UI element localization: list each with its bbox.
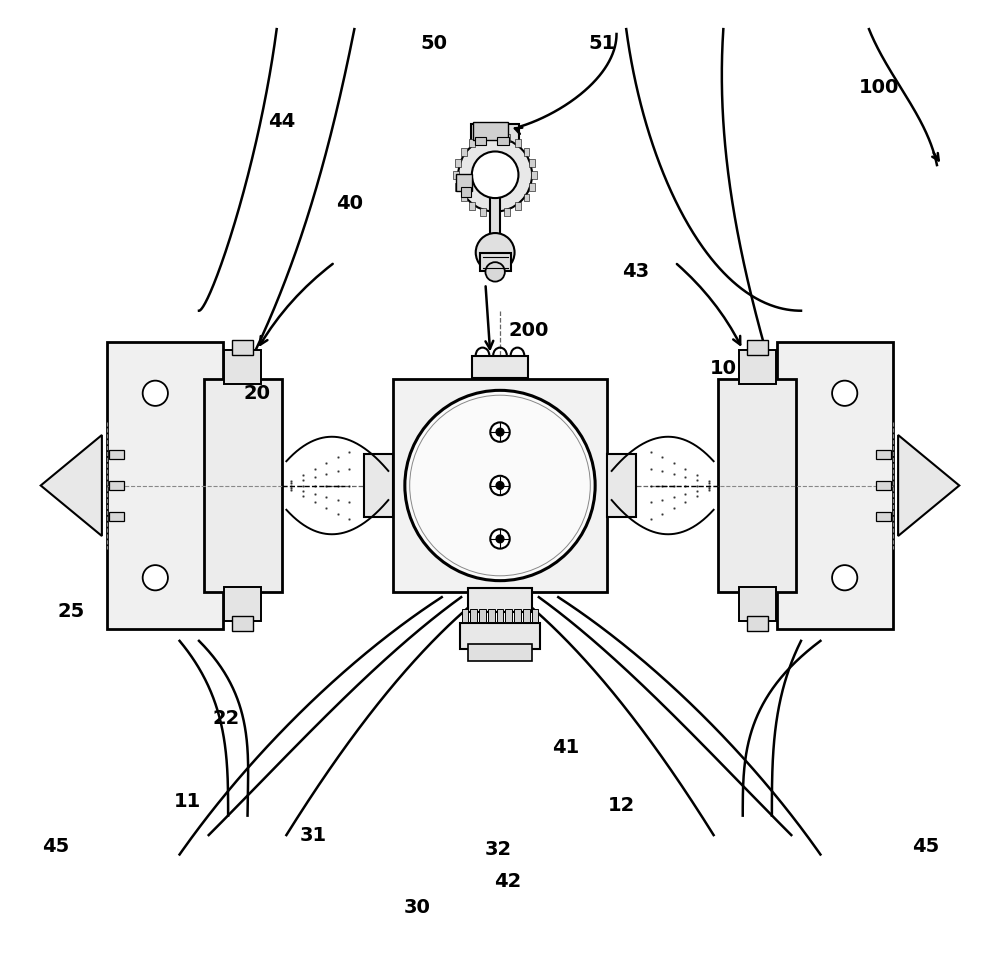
Bar — [739, 350, 776, 384]
Bar — [747, 617, 768, 631]
Circle shape — [476, 233, 515, 272]
Circle shape — [472, 151, 518, 198]
Bar — [497, 609, 503, 622]
Bar — [460, 623, 540, 649]
Bar — [524, 194, 529, 202]
Bar — [472, 356, 528, 378]
Text: 45: 45 — [42, 837, 69, 856]
Circle shape — [496, 482, 504, 489]
Bar — [461, 187, 471, 197]
Bar — [232, 617, 253, 631]
Circle shape — [496, 535, 504, 543]
Bar — [876, 450, 891, 459]
Bar — [480, 134, 486, 142]
Circle shape — [490, 529, 510, 549]
Circle shape — [496, 428, 504, 436]
Circle shape — [143, 381, 168, 406]
Polygon shape — [898, 435, 959, 536]
Text: 22: 22 — [213, 709, 240, 728]
Bar — [469, 140, 475, 148]
Text: 44: 44 — [268, 112, 295, 131]
Bar — [515, 140, 521, 148]
Bar — [504, 134, 510, 142]
Bar — [224, 350, 261, 384]
Bar — [107, 343, 223, 629]
Bar — [109, 512, 124, 521]
Bar — [224, 586, 261, 621]
Circle shape — [490, 422, 510, 442]
Bar — [514, 609, 521, 622]
Circle shape — [143, 565, 168, 590]
Bar — [718, 379, 796, 592]
Bar — [488, 609, 495, 622]
Bar — [468, 644, 532, 661]
Circle shape — [832, 381, 857, 406]
Bar — [462, 609, 468, 622]
Bar — [497, 137, 509, 145]
Text: 12: 12 — [608, 796, 635, 816]
Bar — [492, 210, 498, 218]
Text: 30: 30 — [404, 898, 431, 918]
Bar — [453, 171, 459, 179]
Text: 10: 10 — [710, 359, 737, 379]
Bar — [480, 253, 511, 271]
Bar — [739, 586, 776, 621]
Bar — [524, 148, 529, 155]
Bar — [469, 202, 475, 210]
Bar — [529, 183, 535, 190]
Text: 40: 40 — [336, 194, 363, 214]
Bar — [480, 208, 486, 216]
Text: 50: 50 — [420, 34, 447, 53]
Polygon shape — [41, 435, 102, 536]
Bar — [109, 481, 124, 490]
Bar — [490, 189, 500, 248]
Bar — [505, 609, 512, 622]
Bar — [461, 194, 467, 202]
Text: 31: 31 — [300, 825, 327, 845]
Text: 25: 25 — [57, 602, 84, 621]
Text: 32: 32 — [484, 840, 512, 859]
Bar — [492, 132, 498, 140]
Text: 45: 45 — [912, 837, 939, 856]
Bar — [532, 609, 538, 622]
Bar — [515, 202, 521, 210]
Circle shape — [490, 476, 510, 495]
Bar — [470, 609, 477, 622]
Bar — [393, 379, 607, 592]
Text: 11: 11 — [174, 791, 201, 811]
Bar — [473, 122, 508, 140]
Bar — [455, 183, 461, 190]
Bar — [531, 171, 537, 179]
Bar — [364, 454, 393, 517]
Bar — [461, 148, 467, 155]
Text: 200: 200 — [509, 320, 549, 340]
Bar — [876, 481, 891, 490]
Bar — [475, 137, 486, 145]
Bar — [232, 340, 253, 354]
Bar — [109, 450, 124, 459]
Bar — [204, 379, 282, 592]
Text: 41: 41 — [552, 738, 580, 757]
Text: 100: 100 — [859, 78, 899, 97]
Bar — [523, 609, 530, 622]
Bar — [455, 159, 461, 167]
Text: 20: 20 — [244, 384, 271, 403]
Bar — [876, 512, 891, 521]
Text: 42: 42 — [494, 872, 521, 891]
Circle shape — [485, 262, 505, 282]
Circle shape — [405, 390, 595, 581]
Bar — [747, 340, 768, 354]
Bar — [777, 343, 893, 629]
Bar — [479, 609, 486, 622]
Bar — [468, 587, 532, 613]
Text: 51: 51 — [588, 34, 616, 53]
Bar — [529, 159, 535, 167]
Bar — [471, 124, 519, 163]
Text: 43: 43 — [622, 262, 650, 282]
Circle shape — [458, 138, 532, 212]
Bar — [456, 174, 472, 191]
Bar — [607, 454, 636, 517]
Circle shape — [832, 565, 857, 590]
Bar — [504, 208, 510, 216]
